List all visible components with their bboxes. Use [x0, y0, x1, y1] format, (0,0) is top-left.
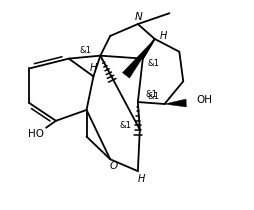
- Text: &1: &1: [148, 59, 160, 68]
- Text: H: H: [160, 31, 167, 41]
- Text: &1: &1: [147, 92, 160, 101]
- Polygon shape: [165, 99, 186, 107]
- Text: N: N: [135, 12, 143, 22]
- Text: OH: OH: [196, 95, 212, 105]
- Text: O: O: [109, 161, 117, 171]
- Text: &1: &1: [146, 90, 158, 99]
- Text: H: H: [138, 174, 146, 184]
- Text: &1: &1: [120, 121, 132, 130]
- Text: H: H: [90, 63, 97, 72]
- Polygon shape: [122, 39, 155, 78]
- Text: HO: HO: [28, 129, 44, 139]
- Text: &1: &1: [79, 46, 91, 55]
